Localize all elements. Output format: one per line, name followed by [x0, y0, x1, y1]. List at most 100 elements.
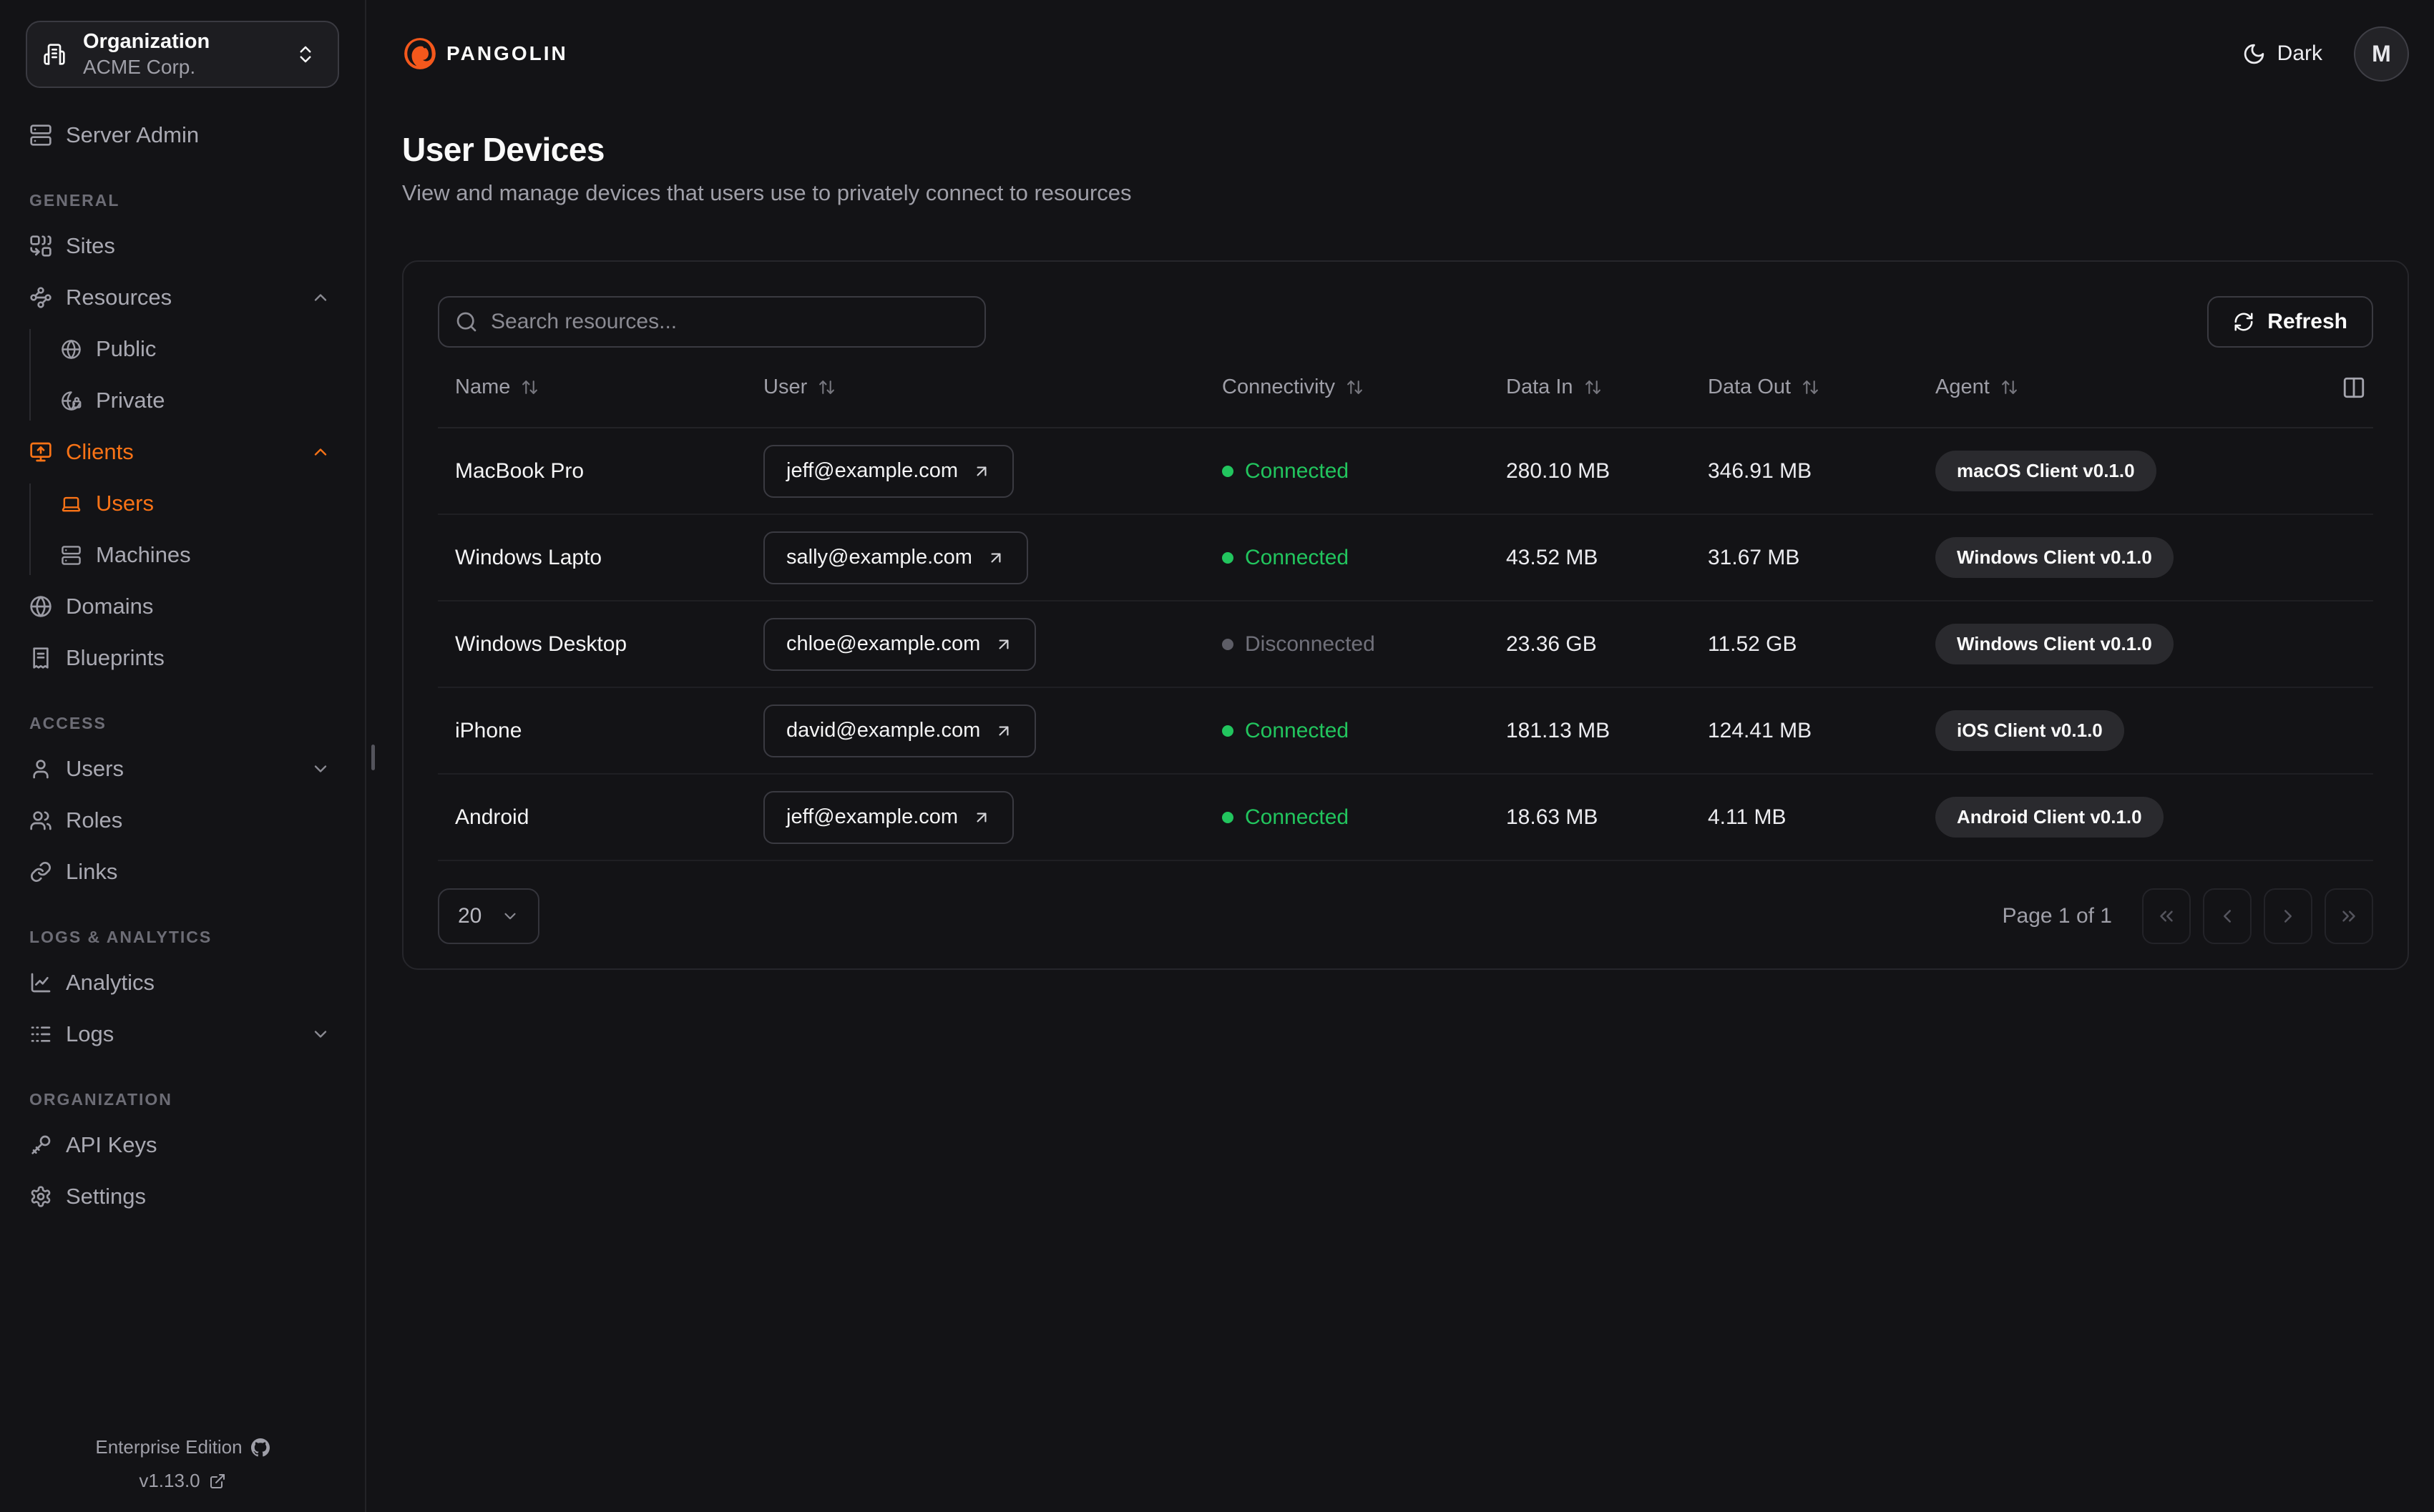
sidebar-item-clients-users[interactable]: Users — [0, 478, 365, 529]
sidebar-item-links[interactable]: Links — [0, 846, 365, 898]
status-dot-icon — [1222, 811, 1233, 823]
brand-name: PANGOLIN — [446, 42, 568, 64]
theme-toggle[interactable]: Dark — [2242, 41, 2322, 66]
device-name: iPhone — [455, 718, 522, 742]
top-header-right: Dark M — [2242, 26, 2409, 82]
version-line[interactable]: v1.13.0 — [139, 1470, 225, 1492]
search-field-wrap — [438, 296, 986, 348]
sidebar-nav: Server Admin GENERAL Sites Resources Pub… — [0, 109, 365, 1419]
user-link-button[interactable]: jeff@example.com — [763, 444, 1015, 498]
column-header-agent[interactable]: Agent — [1918, 375, 2298, 399]
chevrons-right-icon — [2338, 905, 2360, 927]
chevron-up-icon — [311, 442, 331, 462]
org-selector-value: ACME Corp. — [83, 55, 196, 78]
status-dot-icon — [1222, 638, 1233, 650]
user-icon — [29, 757, 52, 780]
sidebar-item-logs[interactable]: Logs — [0, 1008, 365, 1060]
top-header: PANGOLIN Dark M — [402, 0, 2409, 107]
org-selector[interactable]: Organization ACME Corp. — [26, 21, 339, 88]
user-email: david@example.com — [786, 719, 981, 742]
sidebar-section-logs-analytics: LOGS & ANALYTICS — [29, 928, 212, 946]
chevron-right-icon — [2277, 905, 2299, 927]
sidebar-item-private[interactable]: Private — [0, 375, 365, 426]
brand[interactable]: PANGOLIN — [402, 36, 568, 72]
first-page-button[interactable] — [2142, 888, 2191, 944]
sidebar-item-public[interactable]: Public — [0, 323, 365, 375]
user-link-button[interactable]: david@example.com — [763, 704, 1037, 757]
user-cell: jeff@example.com — [746, 790, 1205, 844]
user-link-button[interactable]: jeff@example.com — [763, 790, 1015, 844]
user-cell: david@example.com — [746, 704, 1205, 757]
sidebar-item-settings[interactable]: Settings — [0, 1171, 365, 1222]
chevrons-left-icon — [2156, 905, 2177, 927]
columns-icon — [2342, 375, 2366, 400]
sidebar-item-machines[interactable]: Machines — [0, 529, 365, 581]
building-icon — [43, 43, 66, 66]
column-header-name[interactable]: Name — [438, 375, 746, 399]
monitor-up-icon — [29, 441, 52, 463]
chevron-down-icon — [501, 907, 519, 926]
data-out-value: 346.91 MB — [1708, 458, 1812, 483]
search-input[interactable] — [438, 296, 986, 348]
previous-page-button[interactable] — [2203, 888, 2252, 944]
sort-icon — [818, 378, 836, 396]
key-icon — [29, 1134, 52, 1157]
clients-sublist: Users Machines — [0, 478, 365, 581]
column-header-label: Connectivity — [1222, 375, 1335, 398]
user-link-button[interactable]: sally@example.com — [763, 531, 1028, 584]
github-icon — [251, 1438, 270, 1457]
user-cell: chloe@example.com — [746, 617, 1205, 671]
users-icon — [29, 809, 52, 832]
sort-icon — [1802, 378, 1819, 396]
sidebar-scrollbar-thumb[interactable] — [371, 745, 375, 770]
page-subtitle: View and manage devices that users use t… — [402, 180, 1132, 205]
sidebar-item-label: Resources — [66, 285, 172, 310]
sort-icon — [1346, 378, 1364, 396]
sidebar-item-users[interactable]: Users — [0, 743, 365, 795]
column-header-label: User — [763, 375, 808, 398]
external-link-icon — [209, 1473, 226, 1490]
sidebar-item-sites[interactable]: Sites — [0, 220, 365, 272]
sidebar-item-analytics[interactable]: Analytics — [0, 957, 365, 1008]
search-icon — [455, 310, 478, 333]
table-row: Windows Desktop chloe@example.com Discon… — [438, 602, 2373, 688]
column-visibility-button[interactable] — [2342, 375, 2366, 400]
sidebar-item-label: Public — [96, 336, 157, 361]
sidebar-item-api-keys[interactable]: API Keys — [0, 1119, 365, 1171]
column-header-data-in[interactable]: Data In — [1489, 375, 1691, 399]
avatar[interactable]: M — [2354, 26, 2409, 82]
sidebar-item-domains[interactable]: Domains — [0, 581, 365, 632]
globe-icon — [61, 339, 82, 360]
column-header-connectivity[interactable]: Connectivity — [1205, 375, 1489, 399]
edition-line[interactable]: Enterprise Edition — [95, 1436, 269, 1458]
org-selector-texts: Organization ACME Corp. — [83, 30, 210, 79]
refresh-button[interactable]: Refresh — [2207, 296, 2373, 348]
user-email: chloe@example.com — [786, 632, 981, 655]
page-size-select[interactable]: 20 — [438, 888, 539, 944]
table-row: Windows Lapto sally@example.com Connecte… — [438, 515, 2373, 602]
next-page-button[interactable] — [2264, 888, 2312, 944]
pangolin-logo-icon — [402, 36, 438, 72]
chart-line-icon — [29, 971, 52, 994]
logs-icon — [29, 1023, 52, 1046]
arrow-up-right-icon — [994, 635, 1013, 654]
sidebar-item-roles[interactable]: Roles — [0, 795, 365, 846]
sidebar-item-label: Users — [66, 756, 124, 781]
sidebar-item-server-admin[interactable]: Server Admin — [0, 109, 365, 161]
column-header-label: Data In — [1506, 375, 1573, 398]
page-size-value: 20 — [458, 904, 482, 928]
user-link-button[interactable]: chloe@example.com — [763, 617, 1037, 671]
arrow-up-right-icon — [972, 462, 991, 481]
waypoints-icon — [29, 286, 52, 309]
sidebar-item-label: Roles — [66, 807, 123, 833]
table-toolbar: Refresh — [438, 296, 2373, 348]
server-icon — [29, 124, 52, 147]
last-page-button[interactable] — [2325, 888, 2373, 944]
sidebar-item-blueprints[interactable]: Blueprints — [0, 632, 365, 684]
sidebar-item-clients[interactable]: Clients — [0, 426, 365, 478]
device-name: Windows Lapto — [455, 545, 602, 569]
column-header-user[interactable]: User — [746, 375, 1205, 399]
column-header-data-out[interactable]: Data Out — [1691, 375, 1918, 399]
sidebar-item-resources[interactable]: Resources — [0, 272, 365, 323]
version-label: v1.13.0 — [139, 1470, 200, 1491]
